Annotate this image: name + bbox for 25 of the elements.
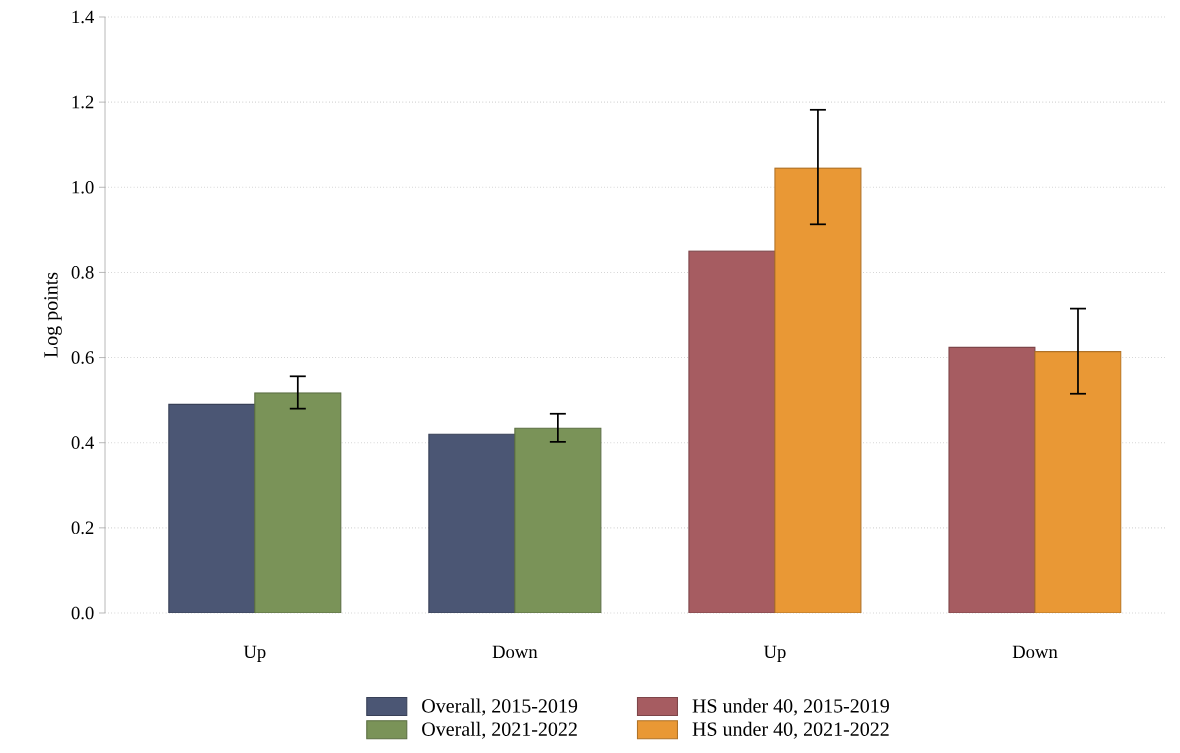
legend-label: HS under 40, 2015-2019	[692, 698, 889, 716]
legend-label: Overall, 2021-2022	[422, 721, 577, 739]
y-axis-title: Log points	[44, 272, 62, 358]
y-tick-label: 1.2	[72, 95, 94, 109]
legend-label: HS under 40, 2021-2022	[692, 721, 889, 739]
bar	[514, 427, 602, 613]
x-tick-label: Up	[763, 645, 786, 662]
y-tick-label: 1.4	[72, 10, 95, 24]
y-tick-label: 0.6	[71, 351, 94, 364]
y-tick-label: 0.4	[71, 436, 95, 450]
y-tick-label: 0.2	[71, 521, 94, 535]
bar	[254, 392, 342, 613]
bar	[688, 250, 776, 613]
y-tick-label: 0.0	[71, 606, 94, 620]
bar	[168, 403, 256, 613]
bar	[428, 433, 516, 613]
x-tick-label: Down	[1012, 645, 1058, 659]
x-tick-label: Up	[243, 645, 266, 662]
legend-label: Overall, 2015-2019	[422, 698, 578, 716]
bar	[948, 346, 1036, 613]
y-tick-label: 0.8	[71, 266, 94, 279]
y-tick-label: 1.0	[72, 180, 94, 194]
bar	[774, 167, 862, 613]
bar	[1034, 351, 1122, 613]
x-tick-label: Down	[492, 645, 538, 659]
